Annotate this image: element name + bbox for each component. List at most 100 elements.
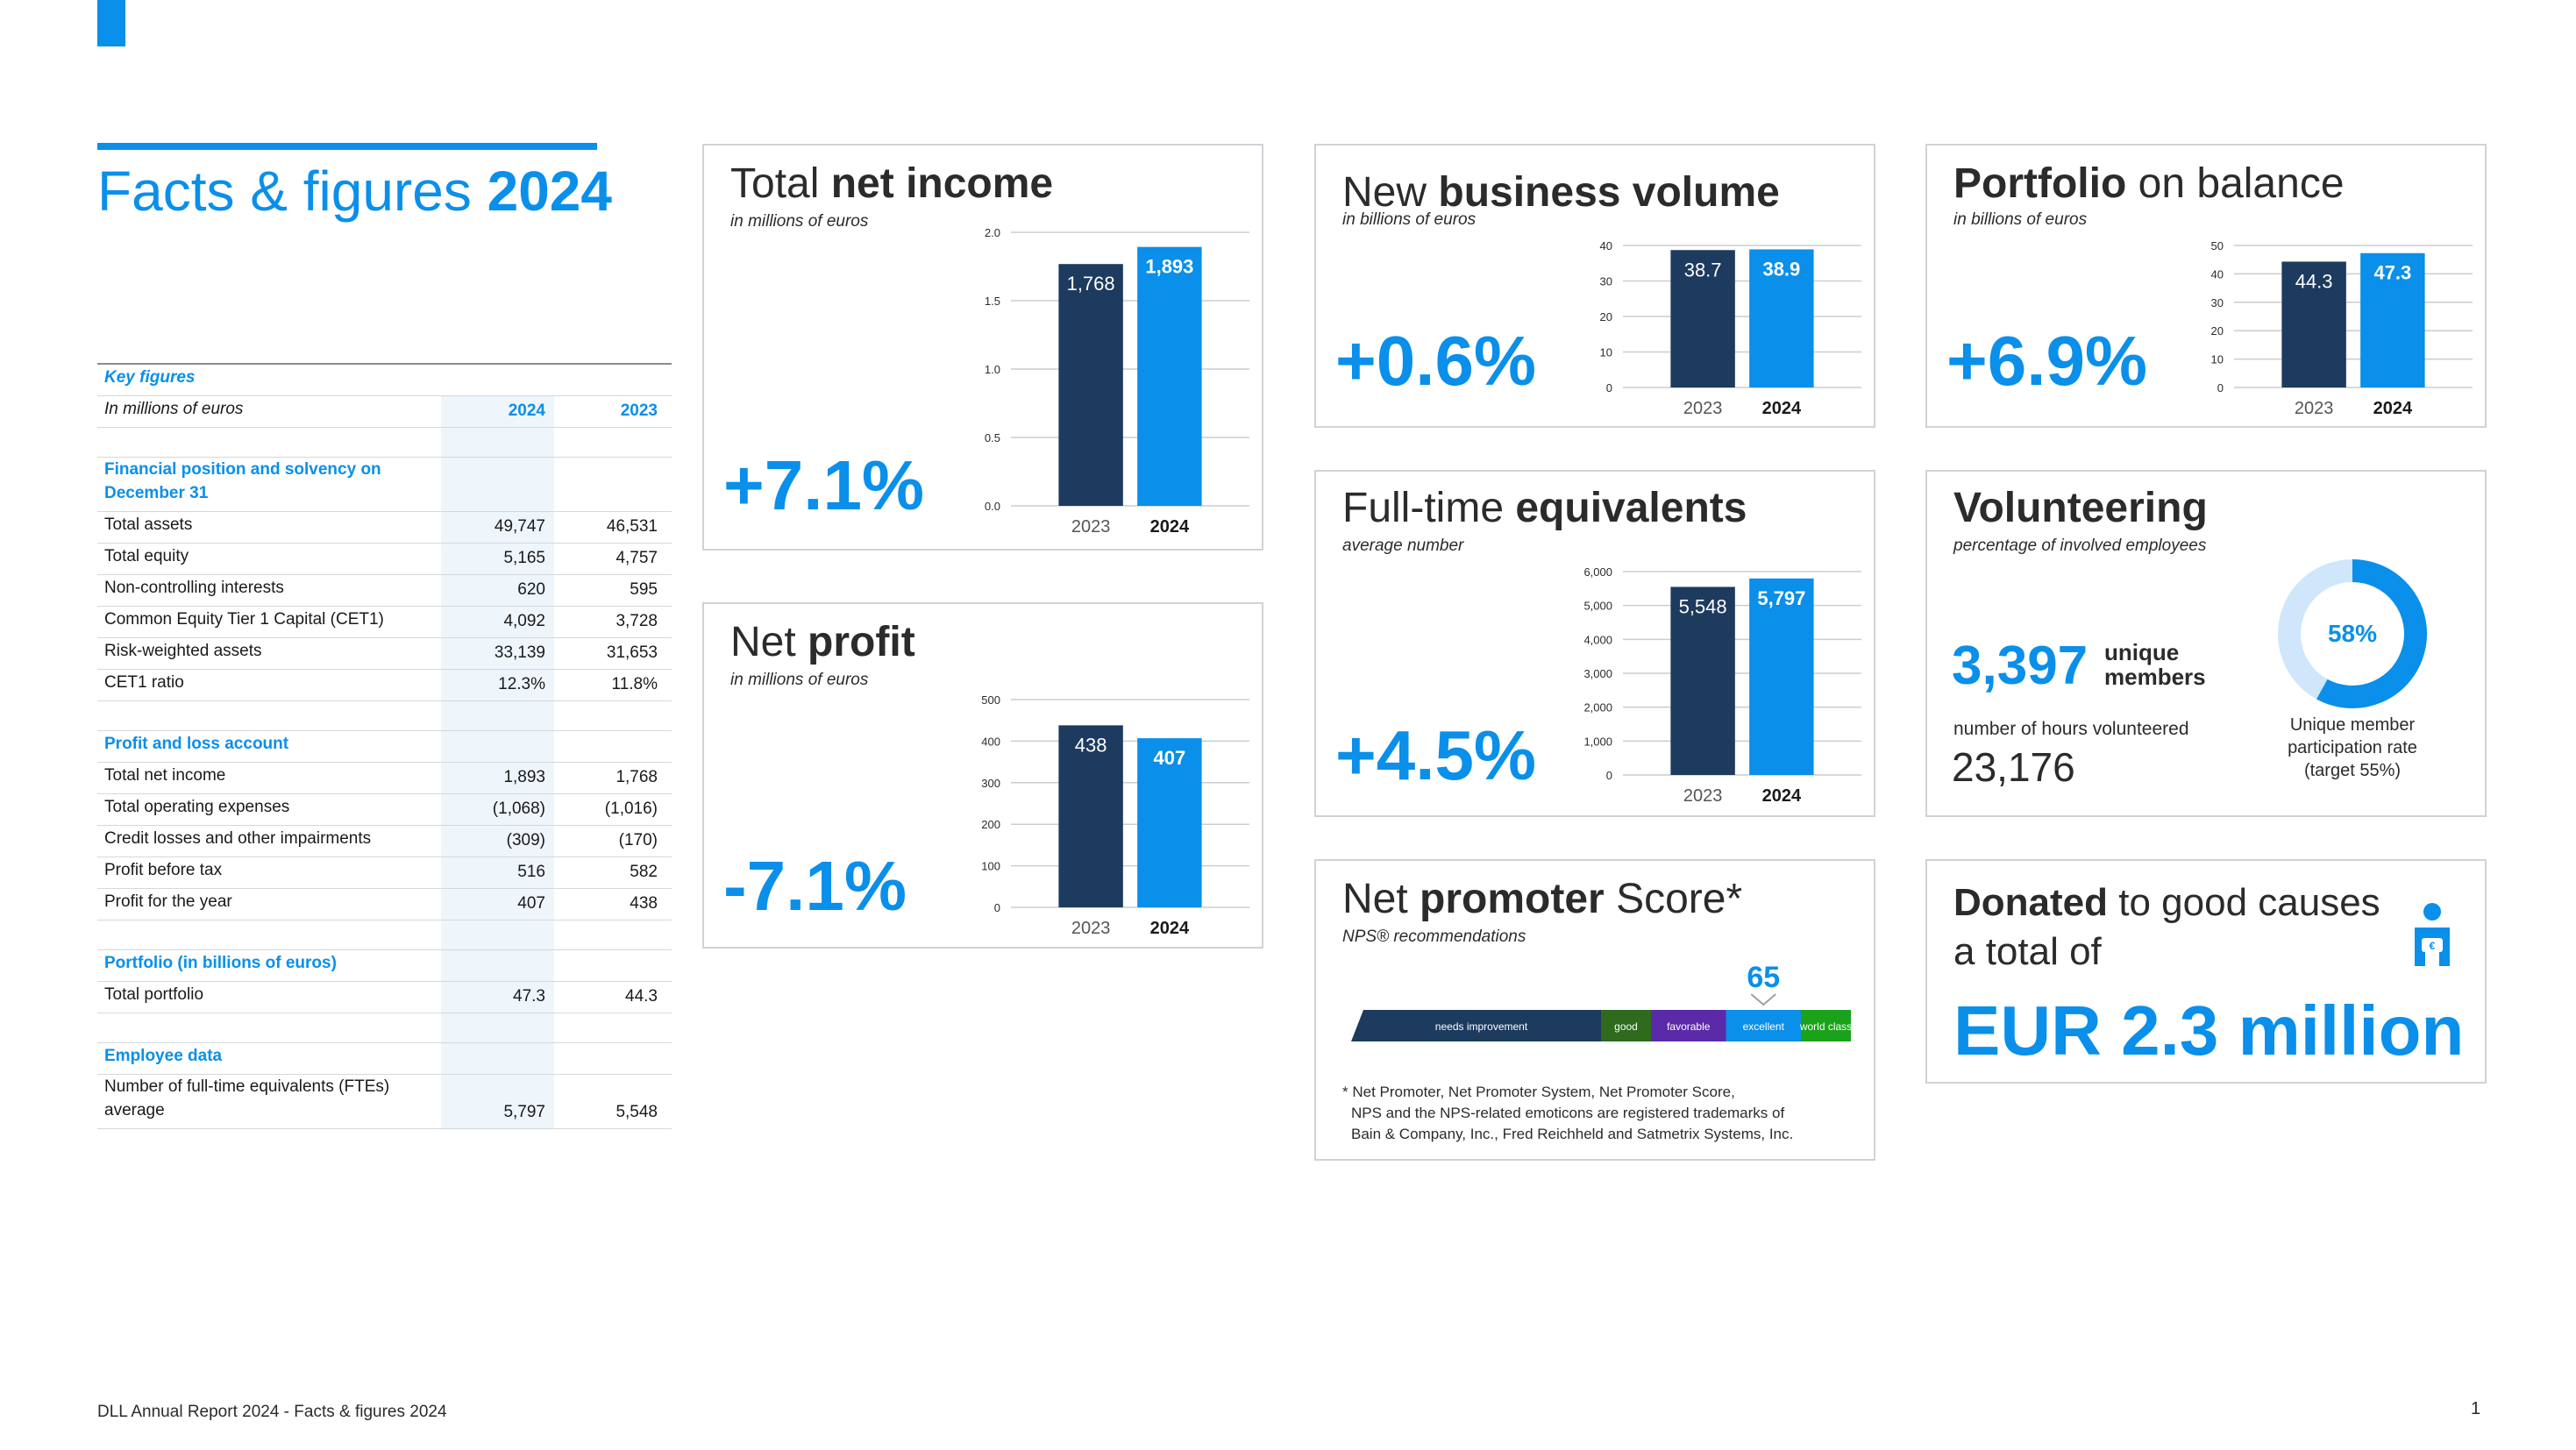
- nps-segment-label: world class: [1799, 1020, 1852, 1033]
- category-label: 2023: [2295, 399, 2334, 418]
- change-value: +6.9%: [1946, 322, 2148, 400]
- unique-members-value: 3,397: [1952, 636, 2089, 696]
- bar-value-label: 5,797: [1757, 587, 1805, 609]
- unique-members-label: unique members: [2104, 639, 2206, 690]
- table-row: Profit for the year 407 438: [97, 889, 672, 920]
- cell-2024: 5,797: [441, 1075, 554, 1128]
- change-value: +4.5%: [1335, 716, 1537, 794]
- table-row: Total equity 5,165 4,757: [97, 544, 672, 575]
- key-figures-header-row: In millions of euros 2024 2023: [97, 396, 672, 428]
- y-tick-label: 300: [981, 777, 1000, 790]
- chart-nps-scale: needs improvement good favorable excellent w…: [1335, 961, 1864, 1054]
- chart-new-business: 0 10 20 30 40 38.7 2023 38.9 2024: [1600, 239, 1861, 418]
- nps-segment: [1351, 1010, 1601, 1041]
- cell-2023: 595: [630, 580, 658, 599]
- bar-value-label: 438: [1075, 734, 1107, 756]
- nps-value: 65: [1747, 961, 1780, 994]
- cell-2024: (1,068): [441, 794, 554, 825]
- nps-segment-label: excellent: [1743, 1020, 1785, 1033]
- cell-2024: 47.3: [441, 982, 554, 1013]
- row-label: Non-controlling interests: [104, 579, 284, 597]
- card-subtitle: NPS® recommendations: [1342, 928, 1526, 946]
- hours-value: 23,176: [1952, 744, 2075, 790]
- donation-person-icon: €: [2415, 903, 2450, 966]
- bar-2024: [1137, 246, 1202, 506]
- nps-segment-label: good: [1614, 1020, 1638, 1033]
- row-label: Total operating expenses: [104, 798, 290, 816]
- cell-2024: [441, 701, 554, 730]
- card-new-business-volume: New business volume in billions of euros…: [1314, 144, 1875, 428]
- chart-portfolio: 0 10 20 30 40 50 44.3 2023 47.3 2024: [2211, 239, 2473, 418]
- cell-2024: 407: [441, 889, 554, 920]
- donut-segment: [2316, 559, 2427, 708]
- bar-2024: [1749, 249, 1814, 387]
- row-label: Profit for the year: [104, 892, 232, 911]
- y-tick-label: 30: [2211, 296, 2224, 309]
- donated-title: Donated to good causes a total of: [1953, 881, 2380, 973]
- card-subtitle: in billions of euros: [1953, 210, 2088, 229]
- bar-value-label: 38.7: [1684, 259, 1722, 281]
- y-tick-label: 3,000: [1583, 667, 1612, 680]
- y-tick-label: 100: [981, 860, 1000, 873]
- y-tick-label: 1.0: [985, 363, 1000, 376]
- cell-2024: 1,893: [441, 763, 554, 793]
- row-label: Common Equity Tier 1 Capital (CET1): [104, 610, 384, 629]
- row-label: Total portfolio: [104, 985, 204, 1004]
- row-label: CET1 ratio: [104, 673, 184, 692]
- chart-net-profit: 0 100 200 300 400 500 438 2023 407 2024: [981, 693, 1249, 938]
- cell-2023: 1,768: [616, 768, 658, 786]
- nps-segment-label: needs improvement: [1435, 1020, 1528, 1033]
- cell-2024: [441, 428, 554, 457]
- cell-2024: [441, 1043, 554, 1074]
- footer-text: DLL Annual Report 2024 - Facts & figures…: [97, 1403, 447, 1421]
- cell-2024: 620: [441, 575, 554, 606]
- y-tick-label: 30: [1600, 275, 1612, 288]
- donut-value: 58%: [2328, 620, 2377, 647]
- table-row: Credit losses and other impairments (309)…: [97, 826, 672, 857]
- category-label: 2024: [1762, 399, 1802, 418]
- category-label: 2024: [2373, 399, 2413, 418]
- bar-2023: [1670, 586, 1735, 775]
- chart-fte: 0 1,000 2,000 3,000 4,000 5,000 6,000 5,548 2023…: [1583, 565, 1861, 806]
- section-header-row: Profit and loss account: [97, 731, 672, 763]
- card-fte: Full-time equivalents average number +4.…: [1314, 470, 1875, 817]
- card-subtitle: in billions of euros: [1342, 210, 1477, 229]
- y-tick-label: 20: [2211, 324, 2224, 338]
- y-tick-label: 0: [994, 901, 1000, 914]
- section-title: Financial position and solvency on Decem…: [104, 460, 381, 502]
- row-label: Total equity: [104, 547, 189, 565]
- cell-2024: [441, 950, 554, 981]
- y-tick-label: 10: [1600, 346, 1612, 359]
- row-label: Risk-weighted assets: [104, 642, 262, 660]
- card-title: Net promoter Score*: [1342, 876, 1743, 922]
- nps-tick-label: 50: [1717, 1052, 1734, 1054]
- cell-2024: 4,092: [441, 607, 554, 637]
- svg-text:€: €: [2430, 940, 2436, 952]
- bar-value-label: 44.3: [2295, 270, 2333, 292]
- bar-value-label: 5,548: [1679, 595, 1727, 617]
- card-portfolio: Portfolio on balance in billions of euro…: [1925, 144, 2487, 428]
- cell-2023: 46,531: [606, 517, 658, 536]
- spacer-row: [97, 428, 672, 458]
- y-tick-label: 200: [981, 818, 1000, 831]
- card-title: Portfolio on balance: [1953, 160, 2345, 207]
- donated-amount: EUR 2.3 million: [1953, 992, 2465, 1070]
- table-row: Risk-weighted assets 33,139 31,653: [97, 638, 672, 670]
- y-tick-label: 500: [981, 693, 1000, 707]
- y-tick-label: 400: [981, 735, 1000, 748]
- nps-footnote: * Net Promoter, Net Promoter System, Net…: [1342, 1084, 1794, 1142]
- y-tick-label: 0: [1606, 381, 1612, 394]
- card-subtitle: percentage of involved employees: [1953, 537, 2207, 555]
- cell-2024: [441, 920, 554, 949]
- y-tick-label: 0.0: [985, 500, 1000, 513]
- y-tick-label: 2,000: [1583, 701, 1612, 714]
- bar-value-label: 1,893: [1145, 256, 1193, 278]
- table-row: Common Equity Tier 1 Capital (CET1) 4,092…: [97, 607, 672, 638]
- y-tick-label: 0: [2217, 381, 2224, 394]
- table-row: CET1 ratio 12.3% 11.8%: [97, 670, 672, 701]
- card-nps: Net promoter Score* NPS® recommendations…: [1314, 859, 1875, 1161]
- card-subtitle: in millions of euros: [730, 212, 869, 231]
- cell-2024: [441, 1013, 554, 1042]
- table-row: Total operating expenses (1,068) (1,016): [97, 794, 672, 826]
- section-header-row: Employee data: [97, 1043, 672, 1075]
